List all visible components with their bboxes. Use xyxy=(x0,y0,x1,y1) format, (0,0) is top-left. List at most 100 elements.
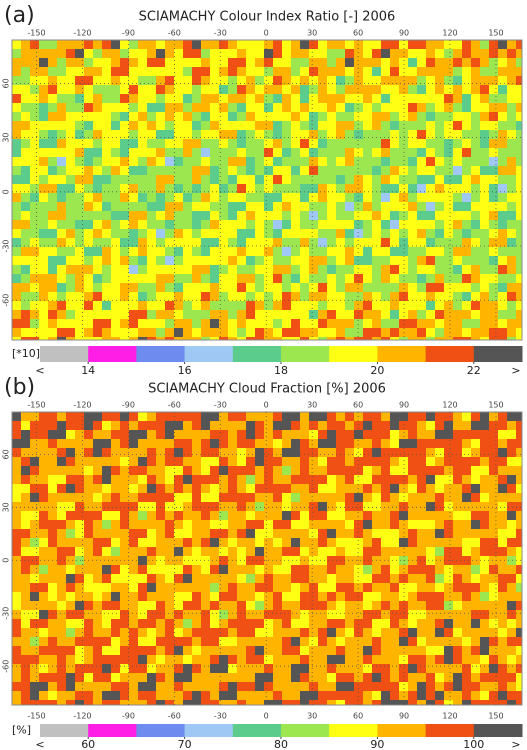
map-cell xyxy=(363,637,372,646)
map-cell xyxy=(237,139,246,148)
map-cell xyxy=(237,538,246,547)
map-cell xyxy=(426,439,435,448)
map-cell xyxy=(291,103,300,112)
map-cell xyxy=(156,94,165,103)
map-cell xyxy=(84,166,93,175)
map-cell xyxy=(30,412,39,421)
map-cell xyxy=(93,220,102,229)
map-cell xyxy=(12,475,21,484)
map-cell xyxy=(408,538,417,547)
map-cell xyxy=(48,85,57,94)
map-cell xyxy=(489,466,498,475)
map-cell xyxy=(453,475,462,484)
map-cell xyxy=(228,646,237,655)
map-cell xyxy=(84,229,93,238)
map-cell xyxy=(282,193,291,202)
map-cell xyxy=(399,700,408,705)
map-cell xyxy=(210,547,219,556)
map-cell xyxy=(66,646,75,655)
map-cell xyxy=(444,493,453,502)
map-cell xyxy=(21,511,30,520)
map-cell xyxy=(372,610,381,619)
map-cell xyxy=(480,85,489,94)
map-cell xyxy=(381,673,390,682)
map-cell xyxy=(183,664,192,673)
map-cell xyxy=(480,256,489,265)
map-cell xyxy=(480,583,489,592)
map-cell xyxy=(210,301,219,310)
map-cell xyxy=(237,94,246,103)
map-cell xyxy=(291,691,300,700)
map-cell xyxy=(93,139,102,148)
map-cell xyxy=(399,538,408,547)
map-cell xyxy=(507,700,516,705)
map-cell xyxy=(237,628,246,637)
map-cell xyxy=(273,328,282,337)
map-cell xyxy=(462,166,471,175)
map-cell xyxy=(264,121,273,130)
map-cell xyxy=(318,328,327,337)
map-cell xyxy=(228,229,237,238)
map-cell xyxy=(516,301,522,310)
map-cell xyxy=(129,58,138,67)
map-cell xyxy=(111,583,120,592)
map-cell xyxy=(363,166,372,175)
map-cell xyxy=(39,175,48,184)
map-cell xyxy=(111,691,120,700)
map-cell xyxy=(30,475,39,484)
map-cell xyxy=(318,601,327,610)
map-cell xyxy=(147,229,156,238)
map-cell xyxy=(399,292,408,301)
map-cell xyxy=(408,202,417,211)
map-cell xyxy=(399,193,408,202)
map-cell xyxy=(39,319,48,328)
map-cell xyxy=(21,175,30,184)
map-cell xyxy=(417,58,426,67)
map-cell xyxy=(363,67,372,76)
map-cell xyxy=(462,682,471,691)
map-cell xyxy=(21,439,30,448)
map-cell xyxy=(66,583,75,592)
map-cell xyxy=(147,40,156,49)
map-cell xyxy=(489,664,498,673)
map-cell xyxy=(444,520,453,529)
map-cell xyxy=(39,475,48,484)
map-cell xyxy=(174,628,183,637)
map-cell xyxy=(21,256,30,265)
map-cell xyxy=(444,292,453,301)
map-cell xyxy=(111,502,120,511)
map-cell xyxy=(345,430,354,439)
map-cell xyxy=(318,430,327,439)
map-cell xyxy=(156,211,165,220)
map-cell xyxy=(138,529,147,538)
map-cell xyxy=(480,319,489,328)
map-cell xyxy=(165,646,174,655)
map-cell xyxy=(300,310,309,319)
map-cell xyxy=(120,58,129,67)
map-cell xyxy=(435,700,444,705)
map-cell xyxy=(399,175,408,184)
map-cell xyxy=(75,166,84,175)
map-cell xyxy=(399,121,408,130)
map-cell xyxy=(228,211,237,220)
map-cell xyxy=(489,511,498,520)
map-cell xyxy=(489,439,498,448)
map-cell xyxy=(129,664,138,673)
map-cell xyxy=(462,583,471,592)
map-cell xyxy=(48,148,57,157)
map-cell xyxy=(444,319,453,328)
map-cell xyxy=(111,211,120,220)
map-cell xyxy=(264,430,273,439)
map-cell xyxy=(93,655,102,664)
map-cell xyxy=(282,529,291,538)
map-cell xyxy=(192,610,201,619)
map-cell xyxy=(93,610,102,619)
map-cell xyxy=(120,274,129,283)
map-cell xyxy=(480,328,489,337)
map-cell xyxy=(372,310,381,319)
map-cell xyxy=(237,148,246,157)
map-cell xyxy=(507,202,516,211)
map-cell xyxy=(228,202,237,211)
map-cell xyxy=(264,40,273,49)
map-cell xyxy=(39,529,48,538)
